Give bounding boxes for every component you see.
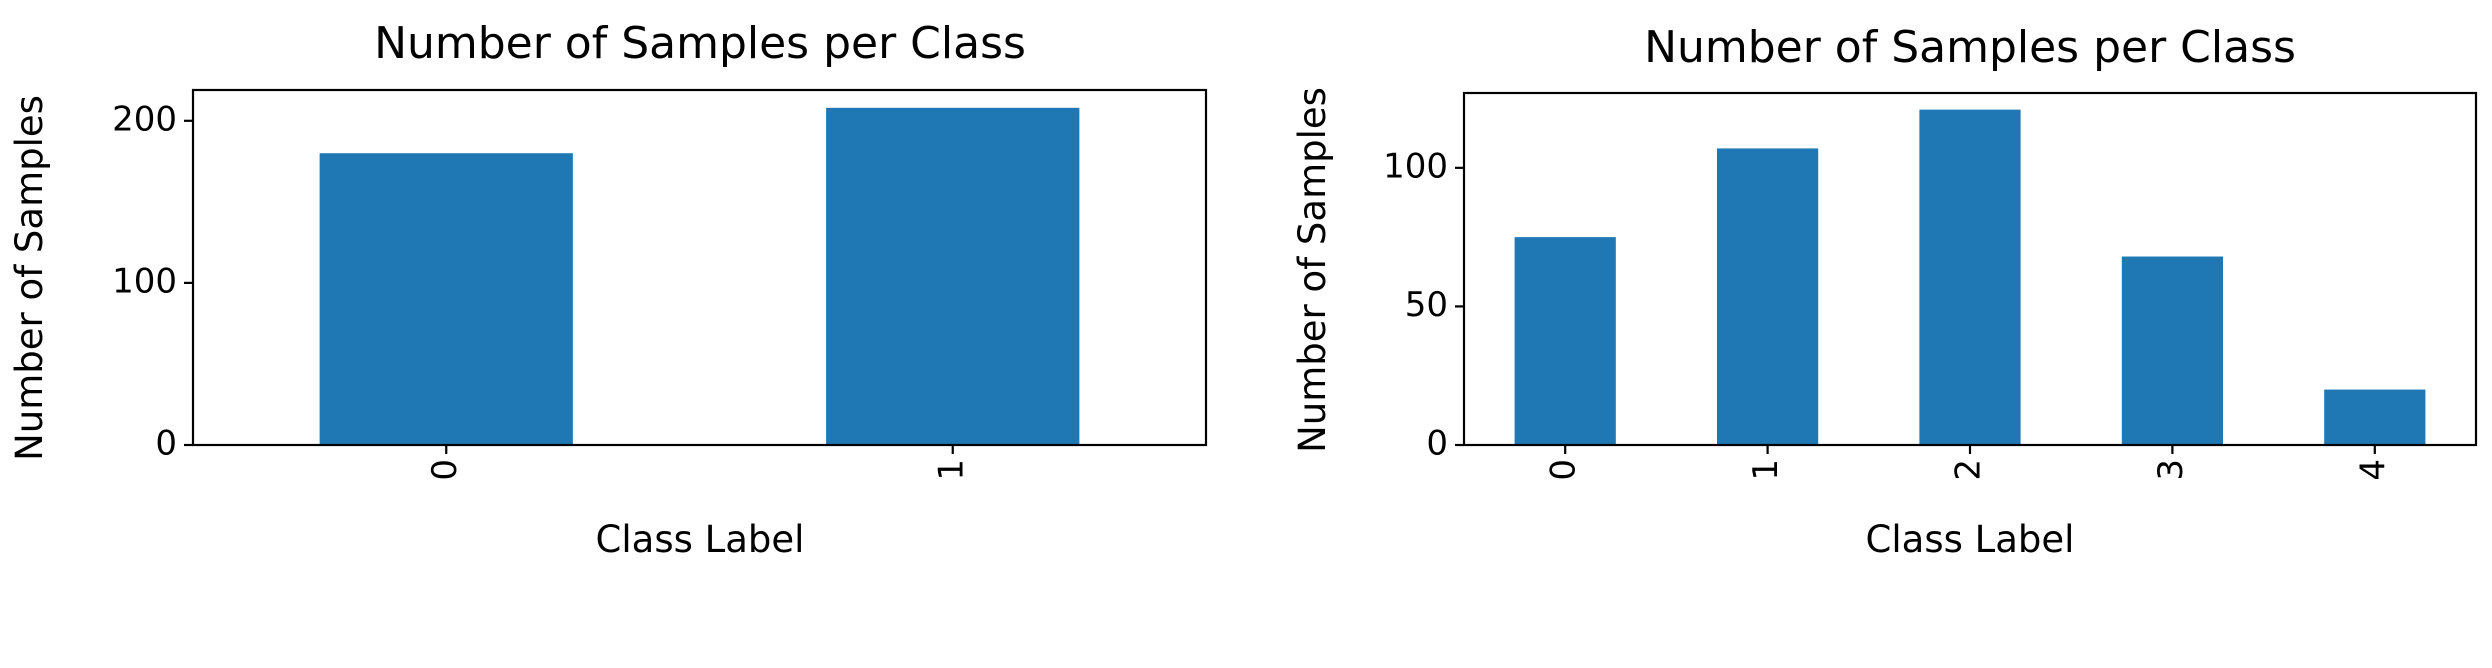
chart-right: Number of Samples per Class Number of Sa… [1291,22,2478,561]
bar-2 [1919,109,2021,446]
plot-frame [1462,91,2478,447]
x-axis-label: Class Label [1866,518,2075,561]
y-axis-label: Number of Samples [1291,87,1334,453]
bar-0 [319,153,573,445]
x-tick-label: 4 [2353,459,2393,481]
bars [1514,109,2426,446]
x-tick-label: 0 [425,459,465,481]
x-tick-label: 1 [931,459,971,481]
y-tick-label: 200 [112,99,177,139]
chart-title: Number of Samples per Class [1644,22,2296,73]
bar-4 [2324,389,2426,445]
x-axis-label: Class Label [596,518,805,561]
y-tick-label: 0 [1426,424,1448,464]
x-tick-label: 3 [2151,459,2191,481]
x-tick-label: 0 [1544,459,1584,481]
y-tick-label: 50 [1405,285,1448,325]
x-tick-label: 2 [1949,459,1989,481]
bars [319,107,1080,445]
y-axis-label: Number of Samples [8,95,51,461]
y-tick-label: 100 [112,261,177,301]
x-tick-label: 1 [1746,459,1786,481]
chart-title: Number of Samples per Class [374,18,1026,69]
x-ticks: 0 1 2 3 4 [1544,445,2393,481]
bar-1 [826,107,1080,445]
y-ticks: 0 100 200 [112,99,193,464]
y-tick-label: 100 [1383,146,1448,186]
bar-1 [1717,148,1819,445]
bar-0 [1514,237,1616,445]
bar-3 [2121,256,2223,445]
y-tick-label: 0 [155,424,177,464]
y-ticks: 0 50 100 [1383,146,1464,464]
chart-left: Number of Samples per Class Number of Sa… [8,18,1208,561]
plot-frame [191,88,1208,447]
